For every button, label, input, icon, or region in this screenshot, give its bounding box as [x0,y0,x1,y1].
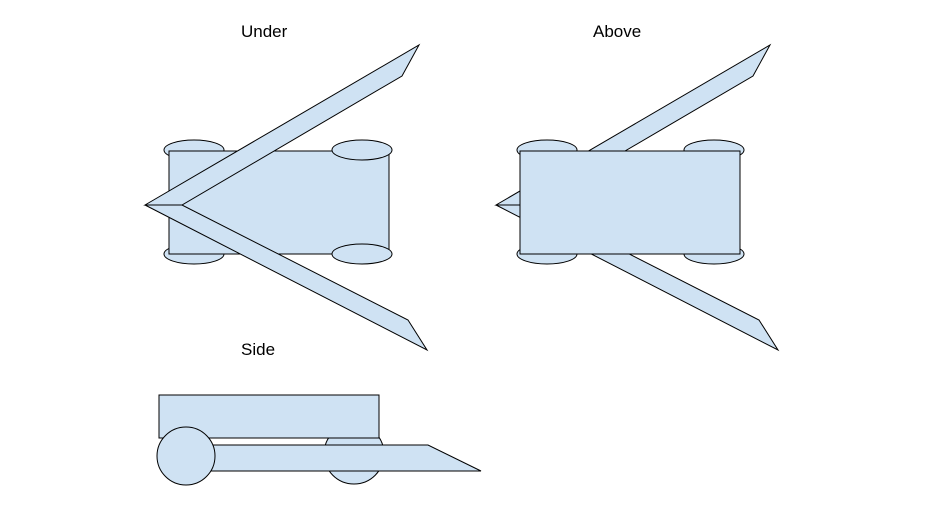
side-wheel-front [156,426,216,486]
under-label: Under [241,22,288,41]
under-view: Under [143,22,429,352]
under-body [168,150,390,255]
side-view: Side [156,340,482,486]
under-arm-lower [144,204,429,352]
side-label: Side [241,340,275,359]
side-arm [185,444,482,472]
under-wheel-bottom-right [331,243,393,265]
above-view: Above [494,22,780,352]
above-body [519,150,741,255]
above-label: Above [593,22,641,41]
under-wheel-top-right [331,139,393,161]
